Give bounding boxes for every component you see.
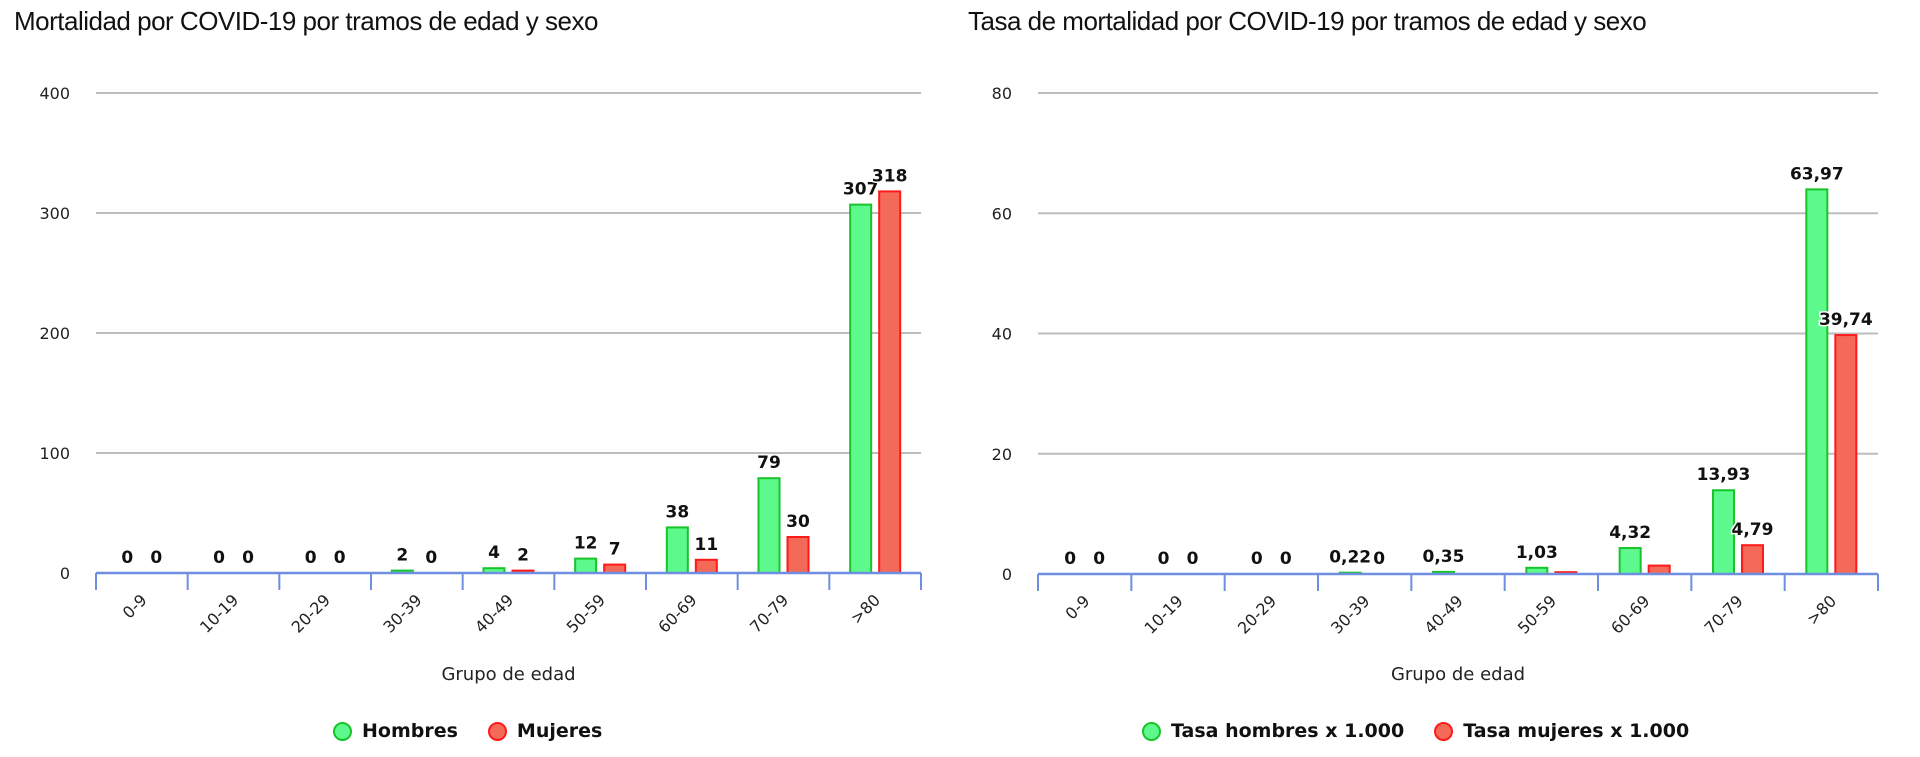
data-label: 0: [1373, 549, 1385, 569]
legend-marker-red-icon: [487, 721, 507, 741]
bar-hombres[interactable]: [1618, 547, 1642, 576]
legend: Tasa hombres x 1.000 Tasa mujeres x 1.00…: [1142, 720, 1689, 742]
legend-marker-green-icon: [1142, 721, 1161, 741]
y-tick-label: 80: [992, 84, 1012, 103]
bar-hombres[interactable]: [574, 557, 598, 574]
y-tick-label: 0: [60, 564, 70, 583]
bar-mujeres[interactable]: [1741, 544, 1764, 576]
y-tick-label: 0: [1002, 565, 1012, 584]
legend-item-tasa-mujeres[interactable]: Tasa mujeres x 1.000: [1434, 720, 1689, 742]
bar-hombres[interactable]: [1805, 188, 1829, 575]
legend-label: Tasa hombres x 1.000: [1171, 720, 1405, 742]
x-tick-label: 30-39: [379, 590, 425, 636]
data-label: 0: [334, 548, 346, 568]
data-label: 0: [305, 548, 317, 568]
data-label: 307: [843, 180, 879, 200]
data-label: 0: [1158, 549, 1170, 569]
data-label: 1,03: [1516, 543, 1558, 563]
x-tick-label: 50-59: [1514, 591, 1560, 637]
data-label: 63,97: [1790, 164, 1844, 184]
data-label: 0: [1064, 549, 1076, 569]
data-label: 38: [665, 502, 689, 522]
data-label: 0,35: [1423, 547, 1465, 567]
y-tick-label: 400: [39, 84, 70, 103]
bar-mujeres[interactable]: [786, 536, 810, 574]
data-label: 0: [150, 548, 162, 568]
bar-hombres[interactable]: [665, 526, 689, 575]
data-label: 2: [517, 546, 529, 566]
x-tick-label: 20-29: [288, 590, 334, 636]
data-label: 11: [694, 535, 718, 555]
data-label: 318: [872, 166, 908, 186]
bar-mujeres[interactable]: [878, 190, 902, 574]
data-label: 7: [609, 540, 621, 560]
x-tick-label: 0-9: [1062, 591, 1094, 623]
data-label: 79: [757, 453, 781, 473]
x-tick-label: 30-39: [1327, 591, 1373, 637]
x-tick-label: 60-69: [1607, 591, 1653, 637]
data-label: 0: [242, 548, 254, 568]
x-tick-label: 60-69: [654, 590, 700, 636]
x-tick-label: 40-49: [1421, 591, 1467, 637]
x-tick-label: 20-29: [1234, 591, 1280, 637]
data-label: 13,93: [1697, 465, 1751, 485]
x-tick-label: 50-59: [563, 590, 609, 636]
legend-marker-green-icon: [333, 721, 352, 741]
chart-title: Mortalidad por COVID-19 por tramos de ed…: [14, 6, 598, 36]
y-tick-label: 100: [39, 444, 70, 463]
y-tick-label: 60: [992, 204, 1012, 223]
y-tick-label: 200: [39, 324, 70, 343]
legend-label: Hombres: [362, 720, 458, 742]
mortality-count-chart: Mortalidad por COVID-19 por tramos de ed…: [14, 6, 922, 742]
data-label: 30: [786, 512, 810, 532]
mortality-rate-chart: Tasa de mortalidad por COVID-19 por tram…: [960, 0, 1920, 757]
chart-title: Tasa de mortalidad por COVID-19 por tram…: [968, 6, 1647, 36]
y-tick-label: 300: [39, 204, 70, 223]
x-tick-label: 0-9: [119, 590, 151, 622]
bar-hombres[interactable]: [757, 477, 781, 575]
data-label: 12: [574, 534, 598, 554]
x-tick-label: 40-49: [471, 590, 517, 636]
legend-item-tasa-hombres[interactable]: Tasa hombres x 1.000: [1142, 720, 1404, 742]
bar-mujeres[interactable]: [694, 558, 718, 574]
legend-item-mujeres[interactable]: Mujeres: [487, 720, 603, 742]
data-label: 0: [425, 548, 437, 568]
y-tick-label: 40: [992, 325, 1012, 344]
x-tick-label: 10-19: [196, 590, 242, 636]
x-axis-title: Grupo de edad: [1391, 664, 1525, 685]
data-label: 0: [213, 548, 225, 568]
data-label: 0: [121, 548, 133, 568]
data-label: 0: [1187, 549, 1199, 569]
data-label: 2: [396, 546, 408, 566]
bar-mujeres[interactable]: [1647, 564, 1671, 576]
data-label: 0: [1093, 549, 1105, 569]
y-tick-label: 20: [992, 445, 1012, 464]
x-tick-label: 70-79: [746, 590, 792, 636]
data-label: 4,32: [1609, 523, 1651, 543]
bar-mujeres[interactable]: [603, 563, 627, 574]
x-tick-label: 10-19: [1141, 591, 1187, 637]
legend-item-hombres[interactable]: Hombres: [333, 720, 458, 742]
legend-marker-red-icon: [1434, 721, 1454, 741]
data-label: 39,74: [1819, 310, 1873, 330]
bar-mujeres[interactable]: [1834, 334, 1858, 576]
x-tick-label: >80: [1803, 591, 1840, 628]
x-tick-label: >80: [847, 590, 884, 627]
legend-label: Tasa mujeres x 1.000: [1463, 720, 1690, 742]
x-tick-label: 70-79: [1701, 591, 1747, 637]
bar-hombres[interactable]: [849, 203, 873, 574]
x-axis-title: Grupo de edad: [441, 664, 575, 685]
data-label: 4: [488, 543, 500, 563]
legend-label: Mujeres: [516, 720, 603, 742]
data-label: 0,22: [1329, 548, 1371, 568]
legend: Hombres Mujeres: [333, 720, 602, 742]
data-label: 0: [1280, 549, 1292, 569]
data-label: 0: [1251, 549, 1263, 569]
data-label: 4,79: [1732, 520, 1774, 540]
